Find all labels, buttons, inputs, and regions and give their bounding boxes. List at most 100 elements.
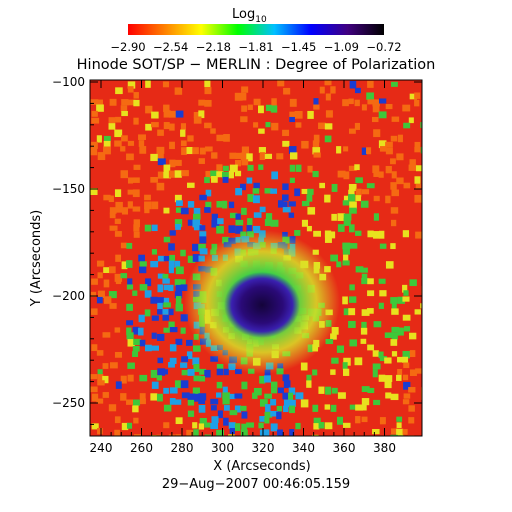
map-pixel (133, 224, 140, 232)
map-pixel (324, 230, 332, 238)
map-pixel (276, 429, 283, 436)
map-pixel (162, 309, 169, 315)
map-pixel (289, 164, 296, 172)
map-pixel (361, 147, 367, 155)
map-pixel (126, 332, 134, 340)
map-pixel (204, 87, 212, 95)
map-pixel (414, 141, 421, 148)
map-pixel (397, 134, 403, 143)
map-pixel (361, 398, 370, 406)
map-pixel (169, 110, 177, 118)
map-pixel (390, 434, 398, 436)
map-pixel (415, 183, 421, 190)
map-pixel (288, 399, 296, 407)
map-pixel (97, 380, 105, 386)
map-pixel (127, 339, 135, 347)
x-tick-label: 360 (333, 441, 356, 455)
map-pixel (108, 404, 117, 412)
map-pixel (283, 380, 291, 389)
map-pixel (156, 393, 163, 402)
map-pixel (408, 417, 415, 424)
map-pixel (127, 99, 136, 106)
map-pixel (343, 171, 350, 180)
map-pixel (264, 417, 270, 424)
colorbar-tick-label: −1.09 (324, 40, 359, 54)
map-pixel (349, 128, 356, 134)
map-pixel (192, 147, 199, 155)
map-pixel (157, 158, 166, 166)
map-pixel (331, 357, 339, 364)
x-tick-label: 280 (171, 441, 194, 455)
map-pixel (199, 147, 206, 155)
map-pixel (162, 369, 168, 375)
map-pixel (331, 327, 339, 335)
map-pixel (391, 351, 398, 357)
map-pixel (306, 380, 312, 388)
map-pixel (373, 213, 379, 221)
map-pixel (222, 165, 229, 172)
map-pixel (234, 92, 243, 101)
map-pixel (289, 405, 295, 414)
map-pixel (127, 374, 134, 382)
map-pixel (174, 291, 183, 299)
map-pixel (402, 350, 411, 359)
map-pixel (145, 123, 152, 131)
map-pixel (391, 81, 398, 87)
map-pixel (96, 296, 103, 304)
map-pixel (301, 188, 309, 195)
map-pixel (229, 428, 235, 434)
map-pixel (409, 279, 417, 287)
map-pixel (378, 111, 387, 119)
map-pixel (397, 356, 403, 363)
map-pixel (222, 200, 228, 209)
map-pixel (193, 393, 199, 402)
map-pixel (133, 92, 139, 99)
map-pixel (133, 417, 139, 424)
map-pixel (193, 224, 202, 231)
map-pixel (414, 309, 421, 315)
map-pixel (175, 399, 182, 405)
map-pixel (295, 164, 302, 172)
map-pixel (367, 278, 374, 285)
map-pixel (270, 387, 278, 394)
map-pixel (390, 339, 398, 346)
map-pixel (372, 369, 378, 378)
map-pixel (372, 116, 379, 123)
map-pixel (348, 189, 355, 198)
map-pixel (229, 152, 237, 159)
map-pixel (174, 170, 182, 178)
map-pixel (223, 417, 229, 426)
map-pixel (420, 122, 422, 128)
colorbar-ticks: −2.90 −2.54 −2.18 −1.81 −1.45 −1.09 −0.72 (110, 40, 401, 54)
map-pixel (174, 159, 182, 166)
map-pixel (133, 338, 142, 346)
map-pixel (169, 327, 178, 333)
map-pixel (402, 374, 409, 381)
map-pixel (174, 380, 183, 389)
x-tick-label: 320 (252, 441, 275, 455)
map-pixel (372, 350, 379, 357)
map-pixel (223, 405, 230, 411)
map-pixel (361, 416, 368, 423)
map-pixel (162, 278, 170, 284)
map-pixel (402, 356, 409, 363)
map-pixel (120, 393, 127, 401)
map-pixel (97, 374, 104, 382)
map-pixel (235, 213, 241, 220)
map-pixel (157, 309, 164, 315)
map-pixel (259, 152, 266, 160)
map-pixel (246, 177, 253, 184)
map-pixel (372, 428, 380, 435)
map-pixel (349, 243, 358, 249)
map-pixel (132, 206, 141, 212)
map-pixel (270, 188, 278, 194)
map-pixel (192, 357, 200, 366)
map-pixel (216, 363, 224, 370)
map-pixel (397, 296, 406, 304)
map-pixel (360, 327, 368, 335)
map-pixel (133, 231, 140, 238)
map-pixel (319, 182, 326, 189)
map-pixel (403, 362, 410, 369)
map-pixel (216, 171, 224, 178)
map-pixel (264, 429, 270, 436)
